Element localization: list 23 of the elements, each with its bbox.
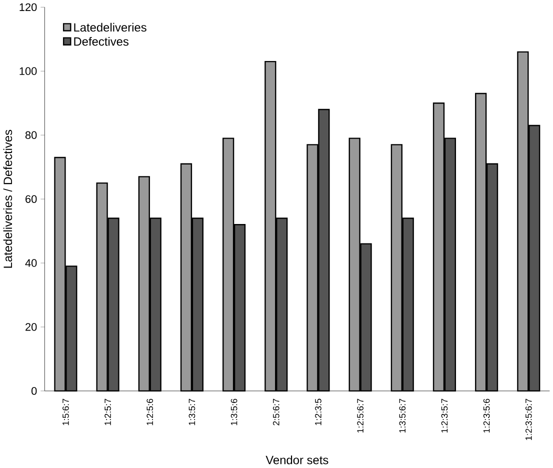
x-tick-label: 1:2:3:5:7 — [441, 399, 448, 433]
x-tick-label: 1:3:5:6 — [230, 399, 238, 426]
legend-label: Latedeliveries — [74, 23, 146, 32]
x-tick-label: 1:2:3:5 — [315, 399, 322, 426]
x-tick-label: 1:3:5:7 — [188, 399, 196, 426]
x-tick-label: 1:2:3:5:6 — [483, 399, 490, 433]
x-tick-label: 1:2:3:5:6:7 — [525, 399, 532, 440]
x-tick-label: 1:2:5:6 — [146, 399, 154, 426]
x-tick-label: 1:2:5:7 — [104, 399, 111, 426]
x-axis-title: Vendor sets — [266, 456, 328, 464]
y-tick-label: 100 — [20, 68, 37, 76]
y-axis-title: Latedeliveries / Defectives — [3, 130, 12, 268]
x-tick-label: 1:3:5:6:7 — [399, 399, 406, 433]
x-tick-label: 1:2:5:6:7 — [357, 399, 364, 433]
y-tick-label: 80 — [25, 131, 37, 140]
legend-label: Defectives — [74, 37, 128, 46]
y-tick-label: 0 — [31, 387, 37, 396]
y-tick-label: 60 — [26, 195, 37, 204]
x-tick-label: 1:5:6:7 — [62, 399, 69, 426]
x-tick-label: 2:5:6:7 — [272, 399, 280, 426]
y-tick-label: 40 — [25, 259, 37, 268]
y-tick-label: 120 — [20, 4, 37, 12]
y-tick-label: 20 — [26, 323, 37, 332]
